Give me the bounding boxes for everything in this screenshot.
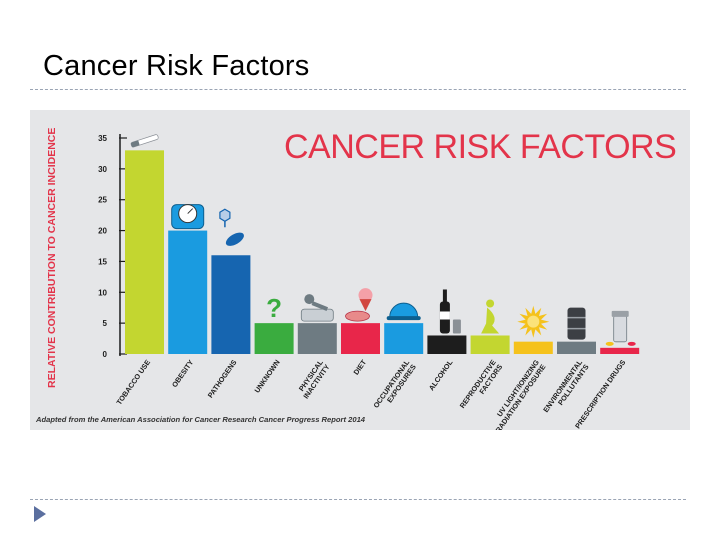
y-tick-label: 35: [98, 134, 107, 143]
oil-barrel-icon: [567, 307, 586, 340]
x-tick-label: ALCOHOL: [427, 357, 455, 392]
y-tick-label: 20: [98, 227, 107, 236]
slide-title: Cancer Risk Factors: [43, 50, 310, 82]
y-tick-label: 25: [98, 196, 107, 205]
bar: [211, 255, 251, 354]
chart-panel: 0 5 10 15 20 25 30 35 TOBACCO USE OBESITY PATHOGEN…: [30, 110, 690, 430]
bar: [557, 341, 596, 354]
x-tick-label: DIET: [351, 357, 368, 376]
bar: [600, 347, 640, 354]
bullet-arrow-icon: [34, 506, 46, 522]
bottom-divider: [30, 499, 686, 500]
couch-potato-icon: [300, 294, 334, 322]
x-tick-label: OCCUPATIONALEXPOSURES: [371, 357, 418, 414]
virus-bacteria-icon: [219, 208, 244, 246]
source-note: Adapted from the American Association fo…: [36, 415, 366, 424]
bar: [168, 230, 208, 354]
bar: [427, 335, 467, 354]
burger-icecream-icon: [345, 288, 373, 322]
y-tick-label: 10: [98, 288, 107, 297]
bar: [384, 323, 424, 354]
bar: [513, 341, 553, 354]
top-divider: [30, 89, 686, 90]
bar: [254, 323, 294, 354]
x-tick-label: PATHOGENS: [206, 358, 239, 400]
cigarette-icon: [130, 134, 159, 148]
x-tick-label: REPRODUCTIVEFACTORS: [458, 358, 505, 415]
bar: [470, 335, 510, 354]
y-axis-label-text: RELATIVE CONTRIBUTION TO CANCER INCIDENC…: [46, 127, 58, 388]
x-tick-label: PHYSICALINACTIVITY: [295, 357, 332, 400]
y-tick-label: 30: [98, 165, 107, 174]
bar: [341, 323, 380, 354]
y-axis-label: RELATIVE CONTRIBUTION TO CANCER INCIDENC…: [46, 128, 58, 388]
x-tick-label: OBESITY: [170, 358, 196, 389]
bar: [297, 323, 337, 354]
bar: [125, 150, 164, 354]
y-tick-label: 15: [98, 257, 107, 266]
pregnant-figure-icon: [481, 299, 500, 334]
y-tick-label: 0: [103, 350, 108, 359]
chart-title: CANCER RISK FACTORS: [284, 128, 677, 166]
wine-bottle-icon: [439, 289, 461, 334]
bar-chart: 0 5 10 15 20 25 30 35 TOBACCO USE OBESITY PATHOGEN…: [98, 134, 640, 430]
x-tick-label: TOBACCO USE: [114, 358, 152, 407]
hard-hat-icon: [386, 302, 421, 321]
pill-bottle-icon: [605, 310, 636, 346]
scale-icon: [171, 204, 205, 230]
sun-burst-icon: [517, 305, 550, 338]
question-mark-icon: ?: [266, 293, 282, 323]
y-tick-label: 5: [103, 319, 108, 328]
x-tick-label: UNKNOWN: [252, 358, 281, 395]
